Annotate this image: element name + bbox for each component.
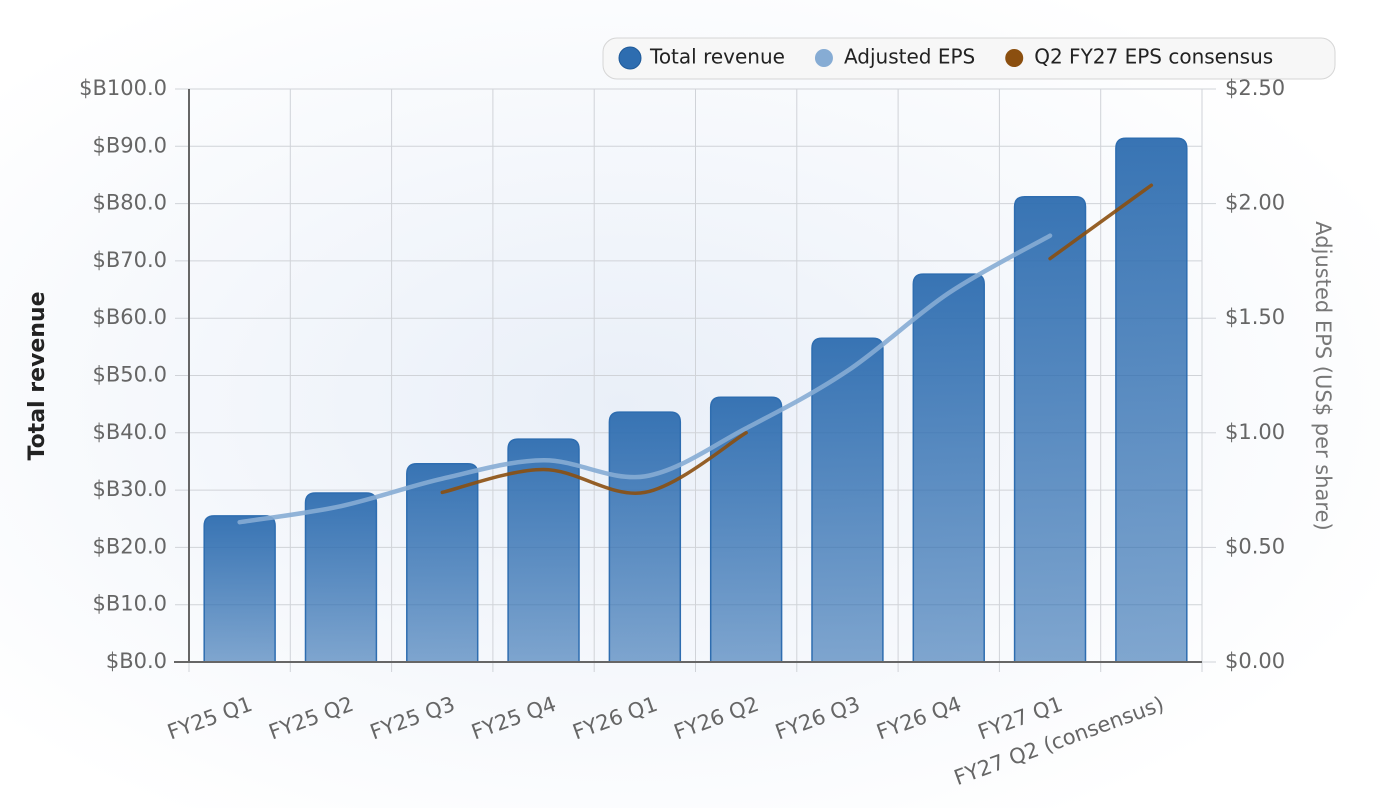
line	[440, 183, 1154, 495]
y-tick-label: $B90.0	[92, 133, 167, 157]
legend-label: Total revenue	[649, 45, 785, 69]
y2-tick-label: $0.50	[1225, 534, 1285, 558]
y2-tick-label: $0.00	[1225, 649, 1285, 673]
legend-label: Adjusted EPS	[844, 45, 975, 69]
y-tick-label: $B70.0	[92, 248, 167, 272]
y-tick-label: $B40.0	[92, 420, 167, 444]
legend-label: Q2 FY27 EPS consensus	[1034, 45, 1273, 69]
y-tick-label: $B60.0	[92, 305, 167, 329]
y-tick-label: $B20.0	[92, 534, 167, 558]
y-tick-label: $B100.0	[79, 76, 167, 100]
y2-tick-label: $2.00	[1225, 191, 1285, 215]
bar	[1115, 137, 1188, 663]
y-tick-label: $B50.0	[92, 363, 167, 387]
bar	[304, 492, 378, 663]
y2-tick-label: $2.50	[1225, 76, 1285, 100]
y2-axis-title: Adjusted EPS (US$ per share)	[1311, 221, 1335, 530]
y-tick-label: $B30.0	[92, 477, 167, 501]
line	[237, 233, 1053, 525]
legend-marker	[618, 46, 642, 70]
legend-marker	[814, 49, 833, 67]
bar	[507, 438, 580, 663]
bar	[912, 273, 985, 663]
y-tick-label: $B10.0	[92, 592, 167, 616]
y2-tick-label: $1.00	[1225, 420, 1285, 444]
bar	[1013, 195, 1087, 663]
bar	[203, 515, 276, 663]
y2-tick-label: $1.50	[1225, 305, 1285, 329]
y-tick-label: $B0.0	[106, 649, 167, 673]
legend-items: Total revenue Adjusted EPS Q2 FY27 EPS con…	[618, 45, 1273, 70]
legend	[602, 37, 1336, 80]
legend-marker	[1005, 49, 1024, 67]
y-tick-label: $B80.0	[92, 191, 167, 215]
bar	[709, 396, 783, 663]
y-axis-title: Total revenue	[25, 291, 50, 460]
bar	[608, 411, 682, 663]
